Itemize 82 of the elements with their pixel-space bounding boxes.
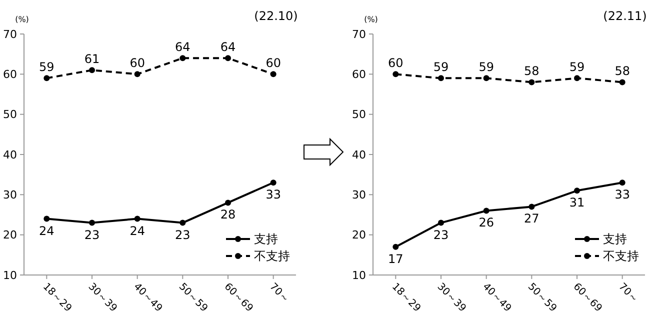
data-label: 33 bbox=[266, 188, 281, 202]
point bbox=[483, 75, 490, 82]
y-tick-label: 50 bbox=[352, 108, 366, 122]
point bbox=[574, 75, 580, 82]
data-label: 17 bbox=[388, 252, 404, 266]
point bbox=[270, 180, 276, 186]
point bbox=[438, 75, 444, 82]
data-label: 26 bbox=[478, 216, 494, 230]
x-tick-label: 60～69 bbox=[570, 281, 604, 314]
x-tick-label: 50～59 bbox=[526, 281, 558, 314]
x-tick-label: 30～39 bbox=[86, 281, 119, 314]
y-tick-label: 20 bbox=[352, 228, 366, 242]
point bbox=[44, 216, 50, 222]
data-label: 60 bbox=[388, 56, 404, 70]
y-tick-label: 10 bbox=[3, 268, 17, 282]
y-tick-label: 40 bbox=[352, 148, 366, 162]
point bbox=[392, 71, 399, 78]
x-tick-label: 70～ bbox=[267, 281, 292, 306]
y-tick-label: 10 bbox=[352, 268, 366, 282]
point bbox=[134, 216, 140, 222]
data-label: 59 bbox=[569, 60, 585, 74]
point bbox=[44, 75, 50, 82]
x-tick-label: 40～49 bbox=[480, 281, 514, 314]
x-tick-label: 60～69 bbox=[222, 281, 255, 314]
legend-label: 支持 bbox=[254, 232, 278, 246]
point bbox=[270, 71, 276, 78]
data-label: 23 bbox=[433, 228, 449, 242]
data-label: 28 bbox=[220, 208, 236, 222]
data-label: 27 bbox=[524, 212, 540, 226]
legend-label: 不支持 bbox=[254, 249, 290, 264]
y-tick-label: 30 bbox=[3, 188, 17, 202]
y-tick-label: 20 bbox=[3, 228, 17, 242]
point bbox=[225, 55, 231, 62]
chart-title: (22.10) bbox=[254, 9, 298, 23]
y-tick-label: 70 bbox=[352, 28, 366, 41]
y-tick-label: 50 bbox=[3, 108, 17, 122]
point bbox=[619, 79, 626, 86]
y-axis-title: (%) bbox=[364, 15, 378, 24]
point bbox=[483, 208, 490, 214]
point bbox=[225, 200, 231, 206]
data-label: 58 bbox=[614, 64, 630, 78]
point bbox=[528, 79, 535, 86]
data-label: 60 bbox=[130, 56, 145, 70]
point bbox=[438, 220, 444, 226]
data-label: 23 bbox=[175, 228, 190, 242]
data-label: 61 bbox=[84, 52, 100, 66]
data-label: 60 bbox=[266, 56, 281, 70]
y-tick-label: 30 bbox=[352, 188, 366, 202]
point bbox=[528, 204, 535, 210]
data-label: 24 bbox=[39, 224, 54, 238]
data-label: 58 bbox=[524, 64, 540, 78]
point bbox=[89, 220, 95, 226]
data-label: 59 bbox=[39, 60, 54, 74]
x-tick-label: 70～ bbox=[616, 281, 640, 306]
y-axis-title: (%) bbox=[15, 15, 29, 24]
x-tick-label: 30～39 bbox=[434, 281, 468, 314]
x-tick-label: 40～49 bbox=[131, 281, 164, 314]
data-label: 31 bbox=[569, 196, 585, 210]
data-label: 24 bbox=[130, 224, 145, 238]
legend-label: 支持 bbox=[603, 232, 627, 246]
chart-title: (22.11) bbox=[603, 9, 647, 23]
point bbox=[180, 220, 186, 226]
x-tick-label: 18～29 bbox=[390, 281, 422, 314]
data-label: 59 bbox=[433, 60, 449, 74]
data-label: 59 bbox=[478, 60, 494, 74]
data-label: 23 bbox=[84, 228, 100, 242]
x-tick-label: 50～59 bbox=[176, 281, 210, 314]
data-label: 33 bbox=[614, 188, 630, 202]
legend-label: 不支持 bbox=[603, 249, 639, 264]
data-label: 64 bbox=[220, 40, 236, 54]
point bbox=[392, 244, 399, 250]
y-tick-label: 70 bbox=[3, 28, 17, 41]
x-tick-label: 18～29 bbox=[40, 281, 74, 314]
point bbox=[574, 188, 580, 194]
y-tick-label: 60 bbox=[352, 68, 366, 82]
point bbox=[180, 55, 186, 62]
y-tick-label: 60 bbox=[3, 68, 17, 82]
data-label: 64 bbox=[175, 40, 190, 54]
point bbox=[89, 67, 95, 74]
point bbox=[619, 180, 626, 186]
point bbox=[134, 71, 140, 78]
y-tick-label: 40 bbox=[3, 148, 17, 162]
